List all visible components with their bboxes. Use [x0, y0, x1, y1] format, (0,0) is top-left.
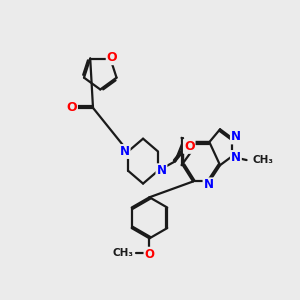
Text: N: N: [120, 145, 130, 158]
Text: N: N: [203, 178, 214, 191]
Text: CH₃: CH₃: [112, 248, 133, 258]
Text: N: N: [231, 130, 241, 143]
Text: O: O: [66, 100, 77, 113]
Text: O: O: [184, 140, 195, 153]
Text: N: N: [157, 164, 166, 177]
Text: CH₃: CH₃: [253, 155, 274, 165]
Text: O: O: [145, 248, 154, 261]
Text: N: N: [231, 151, 241, 164]
Text: O: O: [107, 51, 117, 64]
